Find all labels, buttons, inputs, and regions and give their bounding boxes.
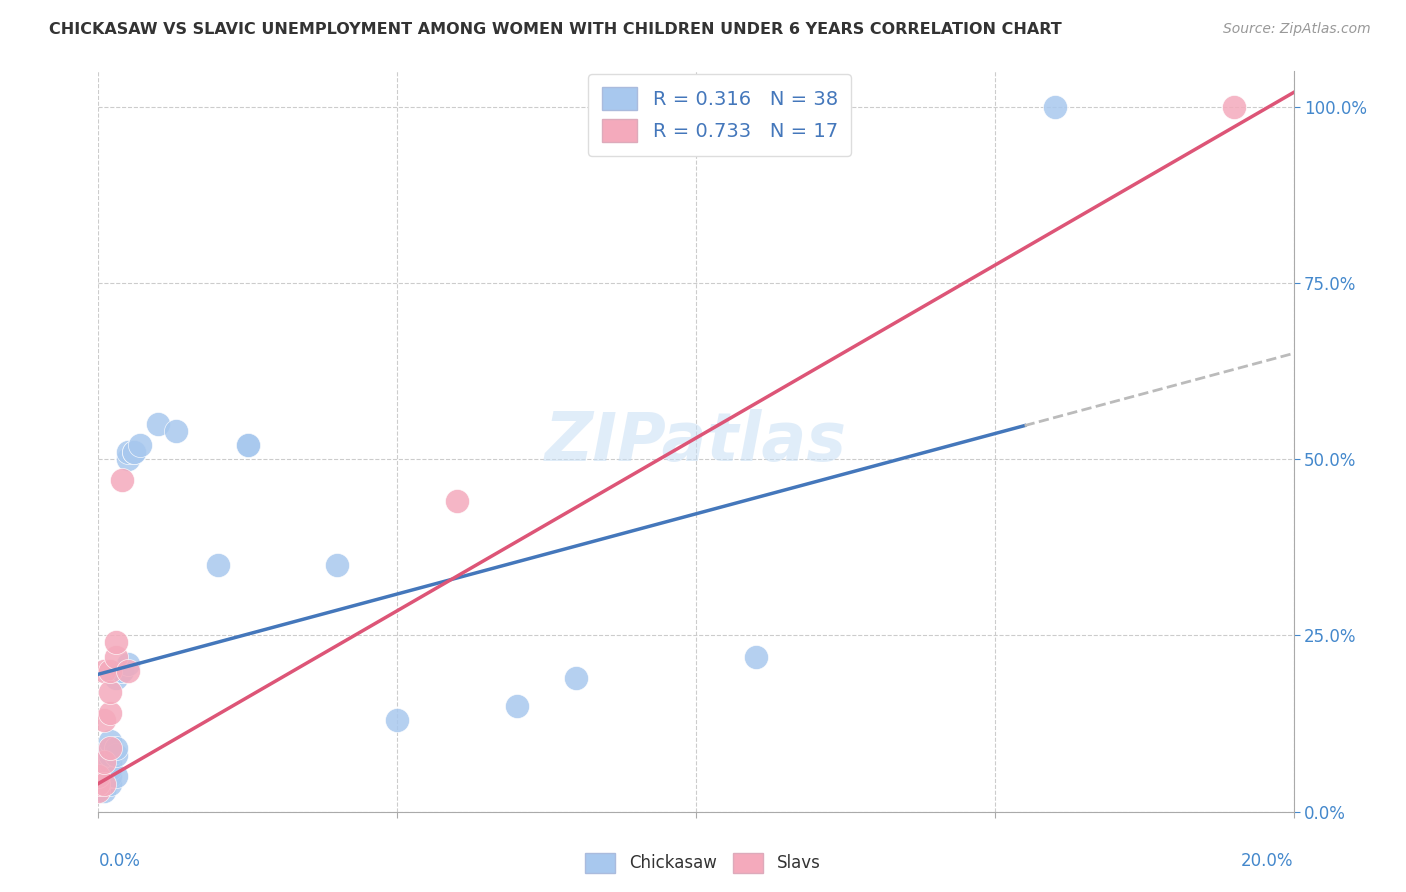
Point (111, 664, 134, 678)
Point (98, 776, 122, 790)
Point (446, 494, 468, 508)
Point (236, 438, 259, 452)
Point (98, 741, 122, 756)
Point (93, 664, 115, 678)
Point (87, 783, 110, 797)
Point (1223, 100, 1246, 114)
Point (87, 776, 110, 790)
Point (98, 685, 122, 699)
Point (87, 776, 110, 790)
Point (105, 671, 128, 685)
Point (105, 649, 128, 664)
Point (98, 756, 122, 770)
Point (236, 438, 259, 452)
Point (745, 649, 768, 664)
Point (124, 445, 146, 459)
Point (98, 763, 122, 777)
Point (93, 713, 115, 727)
Point (565, 671, 588, 685)
Point (98, 734, 122, 748)
Text: ZIPatlas: ZIPatlas (546, 409, 846, 475)
Text: Source: ZipAtlas.com: Source: ZipAtlas.com (1223, 22, 1371, 37)
Point (93, 776, 115, 790)
Point (111, 473, 134, 487)
Point (93, 776, 115, 790)
Point (93, 763, 115, 777)
Point (165, 424, 187, 438)
Text: 20.0%: 20.0% (1241, 853, 1294, 871)
Point (98, 706, 122, 720)
Legend: R = 0.316   N = 38, R = 0.733   N = 17: R = 0.316 N = 38, R = 0.733 N = 17 (589, 74, 851, 155)
Point (148, 417, 170, 431)
Point (93, 763, 115, 777)
Point (117, 452, 139, 467)
Point (105, 741, 128, 756)
Point (385, 713, 409, 727)
Point (117, 664, 139, 678)
Point (87, 769, 110, 783)
Point (93, 756, 115, 770)
Legend: Chickasaw, Slavs: Chickasaw, Slavs (579, 847, 827, 880)
Point (93, 748, 115, 763)
Point (207, 558, 229, 572)
Point (87, 783, 110, 797)
Point (117, 657, 139, 671)
Point (93, 783, 115, 797)
Point (105, 769, 128, 783)
Point (111, 664, 134, 678)
Point (326, 558, 349, 572)
Point (93, 756, 115, 770)
Point (98, 769, 122, 783)
Point (98, 741, 122, 756)
Point (1043, 100, 1066, 114)
Point (98, 664, 122, 678)
Point (105, 635, 128, 649)
Point (117, 445, 139, 459)
Text: 0.0%: 0.0% (98, 853, 141, 871)
Point (506, 698, 529, 713)
Point (105, 748, 128, 763)
Text: CHICKASAW VS SLAVIC UNEMPLOYMENT AMONG WOMEN WITH CHILDREN UNDER 6 YEARS CORRELA: CHICKASAW VS SLAVIC UNEMPLOYMENT AMONG W… (49, 22, 1062, 37)
Point (98, 748, 122, 763)
Point (129, 438, 152, 452)
Point (124, 445, 146, 459)
